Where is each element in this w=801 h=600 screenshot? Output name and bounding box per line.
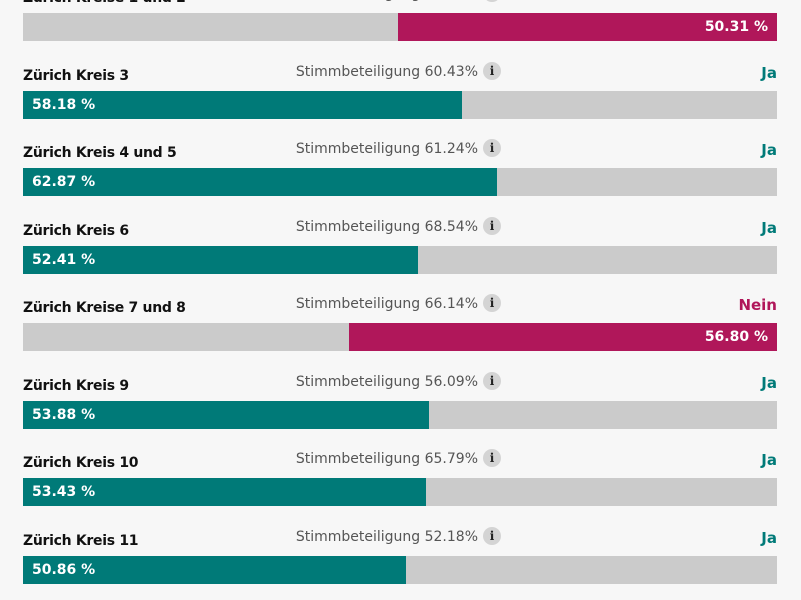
- result: Nein: [738, 296, 777, 314]
- turnout: Stimmbeteiligung 68.54%: [295, 218, 478, 235]
- result: Ja: [761, 63, 777, 82]
- bar-track: 56.80 %: [23, 323, 777, 351]
- value-label: 50.31 %: [704, 19, 768, 35]
- result: Ja: [761, 218, 777, 237]
- turnout: Stimmbeteiligung 52.18%: [295, 528, 478, 545]
- result: Ja: [761, 141, 777, 159]
- region-name: Zürich Kreise 7 und 8: [23, 300, 186, 316]
- value-label: 53.43 %: [32, 484, 96, 500]
- result: Nein: [738, 0, 777, 4]
- value-label: 52.41 %: [32, 251, 96, 268]
- info-icon[interactable]: i: [483, 61, 501, 80]
- bar-track: 50.31 %: [23, 13, 777, 41]
- turnout: Stimmbeteiligung 58.86%: [78, 0, 478, 2]
- bar-track: 52.41 %: [23, 245, 777, 274]
- info-icon[interactable]: i: [483, 139, 501, 157]
- turnout: Stimmbeteiligung 66.14%: [295, 296, 478, 312]
- result: Ja: [761, 528, 777, 547]
- bar: 50.86 %: [23, 555, 407, 584]
- bar: 53.43 %: [23, 478, 426, 506]
- info-icon[interactable]: i: [483, 449, 501, 467]
- info-icon[interactable]: i: [483, 216, 501, 235]
- turnout: Stimmbeteiligung 65.79%: [295, 451, 478, 467]
- result: Ja: [761, 373, 777, 392]
- value-label: 56.80 %: [704, 329, 768, 345]
- bar: 53.88 %: [23, 400, 430, 429]
- info-icon[interactable]: i: [483, 294, 501, 312]
- value-label: 50.86 %: [32, 561, 96, 578]
- bar: 58.18 %: [23, 90, 462, 119]
- value-label: 62.87 %: [32, 174, 96, 190]
- region-name: Zürich Kreis 9: [23, 377, 129, 394]
- info-icon[interactable]: i: [483, 526, 501, 545]
- bar: 62.87 %: [23, 168, 498, 196]
- turnout: Stimmbeteiligung 61.24%: [295, 141, 478, 157]
- region-name: Zürich Kreis 11: [23, 532, 139, 549]
- info-icon[interactable]: i: [483, 371, 501, 390]
- region-name: Zürich Kreise 1 und 2: [23, 0, 186, 6]
- result: Ja: [761, 451, 777, 469]
- turnout: Stimmbeteiligung 56.09%: [295, 373, 478, 390]
- region-name: Zürich Kreis 6: [23, 222, 129, 239]
- bar: 52.41 %: [23, 245, 419, 274]
- region-name: Zürich Kreis 3: [23, 67, 129, 84]
- bar: 50.31 %: [397, 13, 777, 41]
- bar-track: 50.86 %: [23, 555, 777, 584]
- value-label: 53.88 %: [32, 406, 96, 423]
- bar-track: 58.18 %: [23, 90, 777, 119]
- bar: 56.80 %: [348, 323, 777, 351]
- value-label: 58.18 %: [32, 96, 96, 113]
- info-icon[interactable]: i: [483, 0, 501, 2]
- bar-track: 53.43 %: [23, 478, 777, 506]
- turnout: Stimmbeteiligung 60.43%: [295, 63, 478, 80]
- region-name: Zürich Kreis 4 und 5: [23, 145, 177, 161]
- bar-track: 62.87 %: [23, 168, 777, 196]
- bar-track: 53.88 %: [23, 400, 777, 429]
- region-name: Zürich Kreis 10: [23, 455, 139, 471]
